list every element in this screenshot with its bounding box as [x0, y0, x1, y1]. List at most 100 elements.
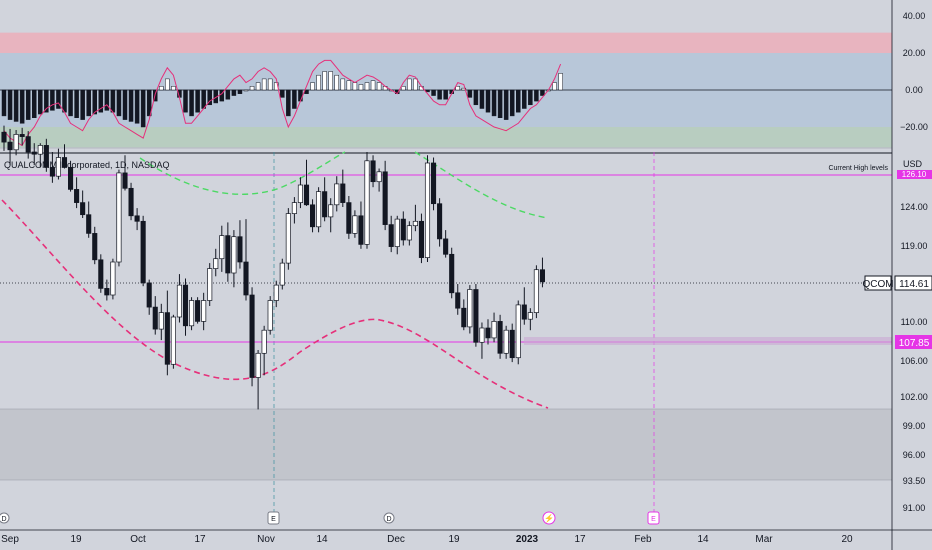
- candle-body[interactable]: [334, 183, 340, 206]
- candle-body[interactable]: [255, 352, 261, 378]
- candle-body[interactable]: [37, 145, 43, 155]
- candle-body[interactable]: [455, 292, 461, 309]
- osc-bar[interactable]: [413, 78, 418, 91]
- osc-bar[interactable]: [516, 89, 521, 113]
- event-markers[interactable]: D E D ⚡ E: [0, 511, 660, 525]
- osc-bar[interactable]: [7, 89, 13, 120]
- earnings-marker[interactable]: [267, 511, 280, 525]
- candle-body[interactable]: [352, 215, 358, 234]
- osc-bar[interactable]: [376, 82, 382, 91]
- candle-body[interactable]: [146, 282, 152, 308]
- osc-bar[interactable]: [534, 89, 539, 102]
- candle-body[interactable]: [55, 157, 62, 177]
- candle-body[interactable]: [80, 202, 86, 216]
- osc-bar[interactable]: [62, 89, 67, 113]
- osc-bar[interactable]: [485, 89, 491, 113]
- osc-bar[interactable]: [455, 86, 460, 91]
- candle-body[interactable]: [213, 258, 219, 269]
- osc-bar[interactable]: [540, 89, 545, 96]
- candle-body[interactable]: [182, 284, 189, 327]
- candle-body[interactable]: [92, 233, 98, 261]
- candle-body[interactable]: [13, 134, 19, 151]
- candle-body[interactable]: [310, 204, 316, 228]
- candle-body[interactable]: [122, 172, 128, 189]
- osc-bar[interactable]: [225, 89, 231, 100]
- candle-body[interactable]: [74, 189, 80, 203]
- price-pane[interactable]: [0, 125, 892, 512]
- candle-body[interactable]: [164, 312, 170, 365]
- osc-bar[interactable]: [509, 89, 515, 117]
- candle-body[interactable]: [388, 224, 394, 247]
- candle-body[interactable]: [140, 220, 146, 284]
- candle-body[interactable]: [539, 269, 546, 283]
- osc-bar[interactable]: [98, 89, 104, 113]
- osc-bar[interactable]: [116, 89, 122, 117]
- candle-body[interactable]: [443, 238, 449, 255]
- osc-bar[interactable]: [1, 89, 7, 117]
- osc-bar[interactable]: [298, 89, 303, 102]
- candle-body[interactable]: [473, 289, 479, 343]
- candle-body[interactable]: [170, 316, 176, 365]
- candle-body[interactable]: [382, 171, 388, 225]
- osc-bar[interactable]: [231, 89, 237, 96]
- candle-body[interactable]: [509, 329, 515, 359]
- candle-body[interactable]: [297, 184, 304, 203]
- osc-bar[interactable]: [552, 82, 557, 91]
- candle-body[interactable]: [249, 294, 255, 378]
- osc-bar[interactable]: [528, 89, 533, 106]
- candle-body[interactable]: [497, 321, 503, 354]
- oscillator-pane[interactable]: [0, 32, 892, 154]
- osc-bar[interactable]: [104, 89, 110, 111]
- osc-bar[interactable]: [558, 73, 563, 91]
- candle-body[interactable]: [25, 136, 31, 153]
- candle-body[interactable]: [412, 220, 418, 227]
- candle-body[interactable]: [467, 289, 473, 328]
- osc-bar[interactable]: [140, 89, 146, 128]
- osc-bar[interactable]: [110, 89, 116, 113]
- osc-bar[interactable]: [328, 71, 333, 91]
- osc-bar[interactable]: [286, 89, 291, 117]
- osc-bar[interactable]: [219, 89, 225, 102]
- candle-body[interactable]: [152, 306, 158, 330]
- osc-bar[interactable]: [503, 89, 509, 120]
- osc-bar[interactable]: [146, 89, 152, 117]
- osc-bar[interactable]: [195, 89, 200, 113]
- candle-body[interactable]: [267, 300, 273, 331]
- osc-bar[interactable]: [364, 82, 370, 91]
- earnings-marker-future[interactable]: [647, 511, 660, 525]
- candle-body[interactable]: [219, 235, 225, 260]
- candle-body[interactable]: [406, 225, 412, 241]
- osc-bar[interactable]: [86, 89, 91, 117]
- time-axis[interactable]: Sep 19 Oct 17 Nov 14 Dec 19 2023 17 Feb 14 Mar 20: [0, 529, 932, 545]
- osc-bar[interactable]: [237, 89, 243, 94]
- candle-body[interactable]: [237, 236, 243, 263]
- osc-bar[interactable]: [44, 89, 49, 113]
- candle-body[interactable]: [1, 131, 7, 143]
- candle-body[interactable]: [527, 312, 533, 320]
- osc-bar[interactable]: [32, 89, 37, 118]
- candle-body[interactable]: [31, 151, 37, 155]
- candle-body[interactable]: [128, 187, 134, 217]
- candle-body[interactable]: [201, 300, 207, 322]
- candle-body[interactable]: [291, 202, 297, 214]
- candle-body[interactable]: [273, 284, 279, 301]
- osc-bar[interactable]: [261, 78, 267, 91]
- osc-bar[interactable]: [522, 89, 527, 109]
- candle-body[interactable]: [515, 304, 521, 359]
- osc-bar[interactable]: [358, 84, 364, 91]
- candle-body[interactable]: [303, 184, 310, 206]
- osc-bar[interactable]: [255, 82, 261, 91]
- candle-body[interactable]: [61, 157, 68, 168]
- candle-body[interactable]: [189, 300, 195, 327]
- osc-bar[interactable]: [334, 74, 339, 91]
- osc-bar[interactable]: [352, 82, 358, 91]
- candle-body[interactable]: [424, 162, 431, 258]
- osc-bar[interactable]: [346, 80, 352, 91]
- osc-bar[interactable]: [128, 89, 134, 122]
- osc-bar[interactable]: [159, 86, 164, 91]
- upper-band-curve-right[interactable]: [414, 151, 549, 219]
- candle-body[interactable]: [503, 329, 509, 354]
- candle-body[interactable]: [364, 160, 370, 245]
- osc-bar[interactable]: [56, 89, 61, 109]
